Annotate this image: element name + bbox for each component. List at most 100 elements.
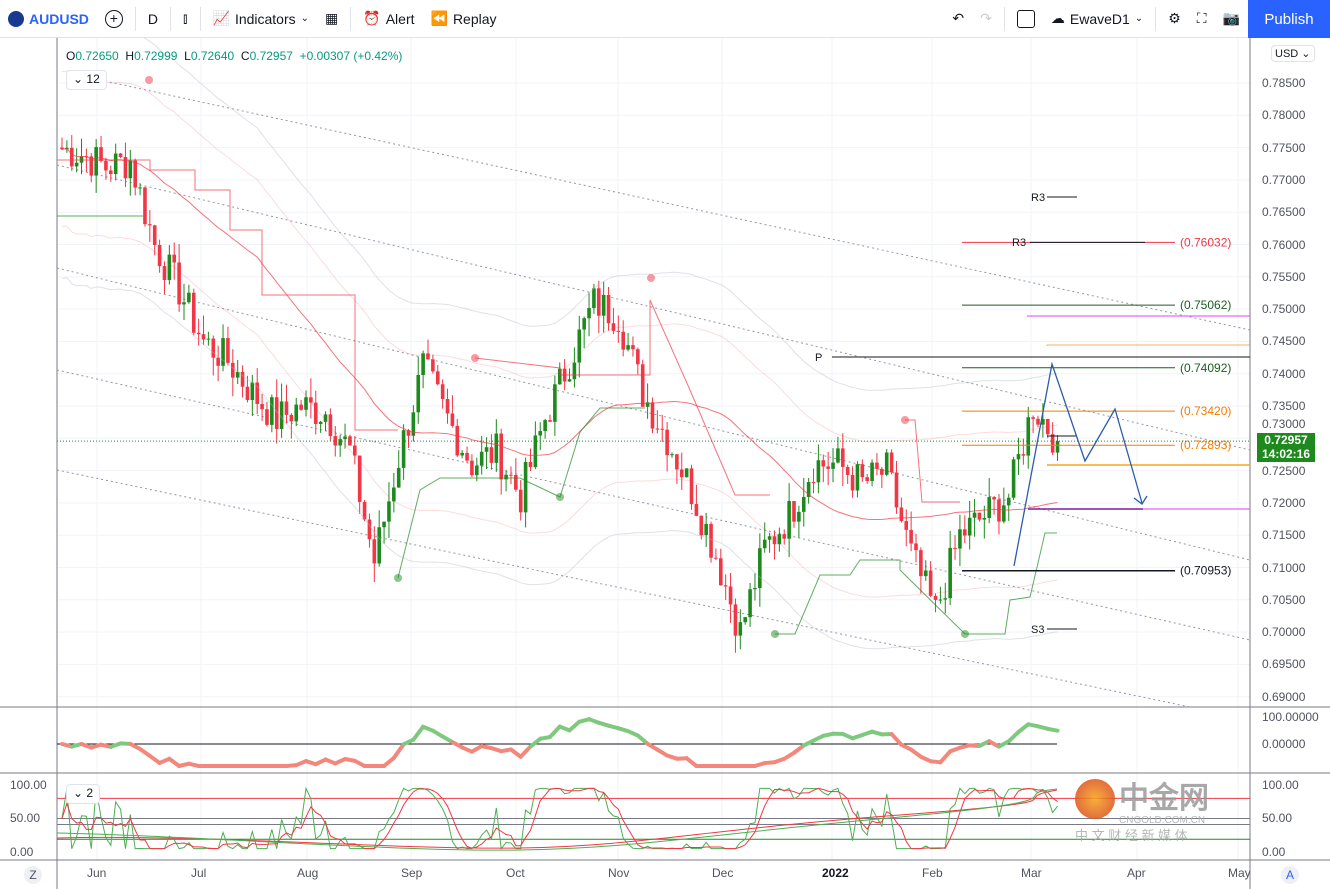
candle-body <box>382 521 386 528</box>
compare-button[interactable]: + <box>97 0 131 38</box>
pivot-level-label: (0.74092) <box>1180 361 1231 375</box>
replay-button[interactable]: ⏪ Replay <box>430 10 497 27</box>
candle-body <box>514 475 518 490</box>
oscillator-line <box>909 747 923 759</box>
candle-body <box>338 439 342 446</box>
fullscreen-toggle-button[interactable] <box>1009 0 1043 38</box>
candle-body <box>972 512 977 518</box>
oscillator-line <box>567 719 582 733</box>
timezone-button[interactable]: Z <box>24 866 42 884</box>
price-axis-label: 0.78500 <box>1262 76 1306 90</box>
chart-type-button[interactable]: ⫾ <box>175 0 195 38</box>
candle-body <box>992 497 996 500</box>
expand-icon: ⛶ <box>1196 10 1207 26</box>
oscillator-line <box>391 742 406 760</box>
candle-body <box>509 474 513 476</box>
templates-button[interactable]: ▦ <box>317 0 346 38</box>
candle-body <box>1002 505 1006 522</box>
candle-body <box>943 598 948 600</box>
undo-button[interactable]: ↶ <box>944 0 972 38</box>
candle-body <box>299 404 303 410</box>
current-price-tag: 0.72957 14:02:16 <box>1257 433 1315 462</box>
candle-body <box>762 539 767 549</box>
oscillator-line <box>938 749 953 765</box>
candle-body <box>958 529 962 549</box>
resistance-step-line <box>474 299 770 496</box>
slow-line-red <box>56 789 1058 849</box>
candle-body <box>719 558 723 586</box>
candle-body <box>704 523 708 536</box>
candle-body <box>309 397 313 403</box>
candle-body <box>621 331 625 350</box>
candle-body <box>69 147 74 167</box>
oscillator-line <box>528 736 543 749</box>
candle-body <box>738 622 743 636</box>
indicators-button[interactable]: 📈 Indicators ⌄ <box>212 10 310 27</box>
candle-body <box>416 374 421 413</box>
candle-body <box>787 501 791 539</box>
candle-body <box>855 464 860 491</box>
candle-body <box>465 452 469 461</box>
snapshot-button[interactable]: 📷 <box>1215 0 1248 38</box>
candle-body <box>1036 418 1040 425</box>
candle-body <box>597 288 601 316</box>
candle-body <box>411 412 416 436</box>
symbol-button[interactable]: AUDUSD <box>0 0 97 38</box>
osc2-axis-label: 100.00 <box>1262 778 1299 792</box>
layout-button[interactable]: ☁ EwaveD1 ⌄ <box>1050 10 1144 27</box>
publish-button[interactable]: Publish <box>1248 0 1330 38</box>
candle-body <box>313 402 318 424</box>
candle-body <box>479 451 484 466</box>
price-chart[interactable]: (0.76032) (0.75062) (0.74092) (0.73420) (0.7… <box>0 38 1330 889</box>
candle-body <box>270 397 274 425</box>
candle-body <box>123 157 128 179</box>
candle-body <box>923 570 928 577</box>
candle-body <box>348 436 352 446</box>
candle-body <box>538 431 543 436</box>
candle-body <box>557 368 562 385</box>
candle-body <box>884 452 889 475</box>
oscillator-line <box>147 753 162 765</box>
pivot-level-label: (0.76032) <box>1180 235 1231 249</box>
osc1-axis-label: 0.00000 <box>1262 737 1306 751</box>
alert-button[interactable]: ⏰ Alert <box>363 10 415 27</box>
candle-body <box>733 604 738 636</box>
candle-body <box>396 467 401 488</box>
candle-body <box>948 547 952 599</box>
pivot-level-label: (0.70953) <box>1180 564 1231 578</box>
candle-body <box>645 402 650 407</box>
candle-body <box>928 570 933 596</box>
candle-body <box>748 589 752 618</box>
candle-body <box>875 462 879 469</box>
candle-body <box>377 527 381 564</box>
pivot-level-label: (0.73420) <box>1180 404 1231 418</box>
auto-scale-button[interactable]: A <box>1281 866 1299 884</box>
price-axis-label: 0.76000 <box>1262 237 1306 252</box>
candle-body <box>294 404 299 422</box>
candle-body <box>743 617 747 623</box>
redo-button[interactable]: ↷ <box>972 0 1000 38</box>
candle-body <box>99 147 103 161</box>
settings-button[interactable]: ⚙ <box>1160 0 1189 38</box>
currency-select[interactable]: USD ⌄ <box>1271 45 1315 62</box>
candle-body <box>172 254 177 263</box>
oscillator-legend-toggle[interactable]: ⌄ 2 <box>66 784 101 804</box>
candle-body <box>723 585 728 587</box>
interval-button[interactable]: D <box>147 10 159 27</box>
candle-body <box>777 534 782 545</box>
price-axis-label: 0.71500 <box>1262 528 1306 543</box>
candle-body <box>528 461 533 468</box>
cloud-check-icon: ☁ <box>1050 10 1065 26</box>
candle-body <box>255 382 259 404</box>
indicator-legend-toggle[interactable]: ⌄ 12 <box>66 70 107 90</box>
time-axis-label: May <box>1228 866 1251 880</box>
price-axis-label: 0.74000 <box>1262 366 1306 381</box>
candle-body <box>177 262 181 305</box>
fullscreen-button[interactable]: ⛶ <box>1189 0 1215 38</box>
osc2-left-axis-label: 100.00 <box>10 778 47 792</box>
osc2-left-axis-label: 50.00 <box>10 811 41 825</box>
candle-body <box>811 482 816 484</box>
price-axis-label: 0.73000 <box>1262 417 1306 431</box>
candle-body <box>1045 418 1050 435</box>
chevron-down-icon: ⌄ <box>300 13 310 24</box>
